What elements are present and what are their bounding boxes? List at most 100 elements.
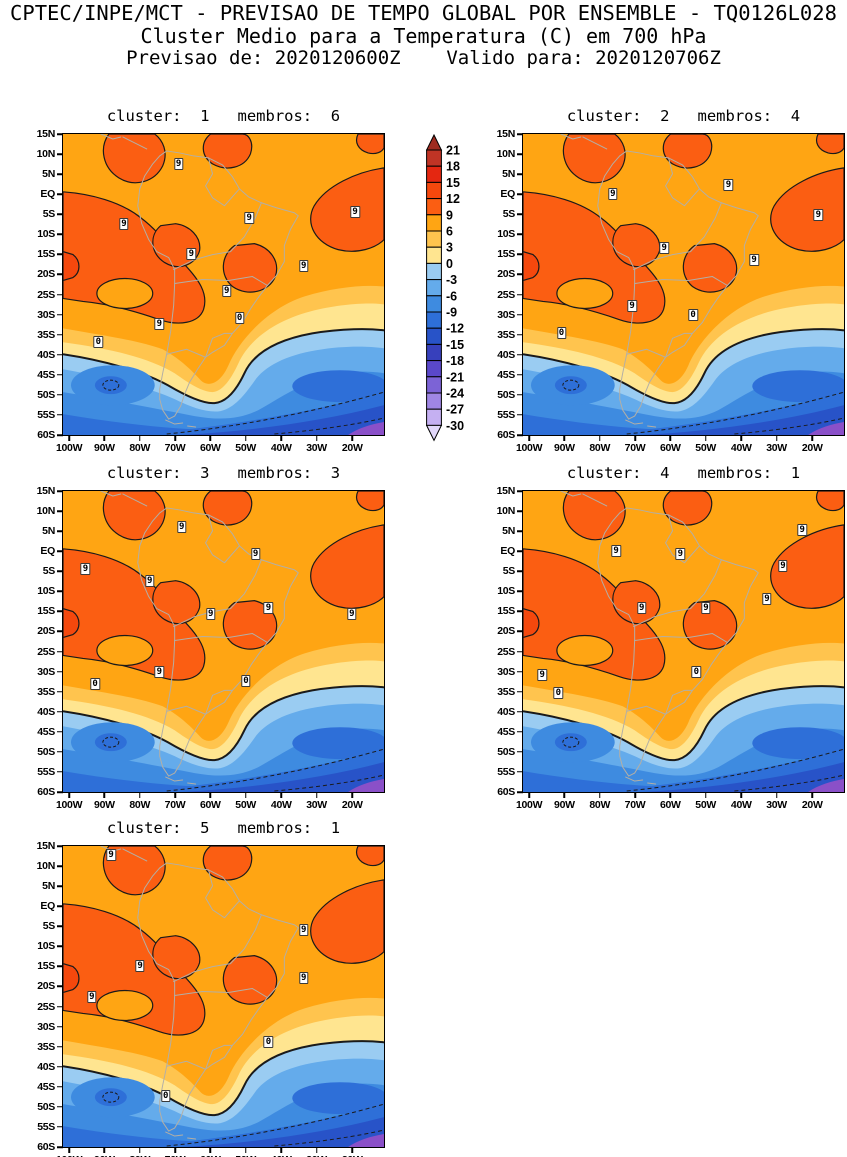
lon-tick bbox=[68, 1147, 70, 1153]
lon-tick bbox=[740, 435, 743, 441]
lat-tick-label: 20S bbox=[37, 980, 55, 993]
contour-label: 9 bbox=[221, 284, 232, 297]
lat-tick-label: 35S bbox=[37, 1040, 55, 1053]
colorbar-tick-label: -24 bbox=[446, 387, 464, 401]
lon-tick-label: 30W bbox=[766, 799, 787, 811]
lon-tick-label: 50W bbox=[695, 799, 716, 811]
lat-tick-label: 10S bbox=[497, 585, 515, 598]
lat-tick bbox=[57, 610, 63, 613]
colorbar-tick-label: 12 bbox=[446, 192, 460, 206]
lon-tick-label: 50W bbox=[235, 1154, 256, 1157]
map-cluster-3: 15N 10N 5N EQ 5S 10S 15S 20S 25S 30S 35S 40S 45S 50S 5… bbox=[37, 485, 385, 811]
lat-tick bbox=[517, 690, 523, 693]
contour-label: 9 bbox=[608, 188, 618, 201]
lon-tick bbox=[598, 435, 601, 441]
lat-tick bbox=[57, 213, 63, 216]
lon-tick bbox=[209, 792, 212, 798]
lat-tick bbox=[517, 650, 523, 653]
contour-label: 9 bbox=[154, 317, 165, 330]
lat-tick bbox=[57, 570, 63, 573]
lat-tick-label: 25S bbox=[497, 288, 515, 301]
lon-tick bbox=[740, 792, 743, 798]
lat-tick-label: 50S bbox=[37, 745, 55, 758]
lon-tick bbox=[634, 792, 636, 798]
lat-tick-label: 5S bbox=[42, 565, 56, 578]
lat-tick-label: 15S bbox=[497, 248, 515, 261]
lon-tick bbox=[598, 792, 601, 798]
lat-tick bbox=[57, 865, 63, 867]
colorbar-tick-label: -3 bbox=[446, 273, 457, 287]
contour-label: 9 bbox=[87, 990, 97, 1003]
contour-label: 9 bbox=[299, 260, 309, 273]
lon-tick-label: 30W bbox=[306, 1154, 327, 1157]
lat-tick-label: 45S bbox=[37, 368, 55, 381]
lat-tick bbox=[57, 985, 63, 988]
lon-tick-label: 70W bbox=[624, 442, 646, 454]
lat-tick bbox=[57, 173, 63, 175]
contour-label: 9 bbox=[119, 218, 129, 231]
lat-tick bbox=[57, 1126, 63, 1128]
lat-tick-label: 55S bbox=[37, 1120, 55, 1133]
contour-label: 9 bbox=[299, 924, 309, 937]
lat-tick-label: 20S bbox=[497, 625, 515, 638]
contour-label: 9 bbox=[263, 602, 274, 615]
lat-tick bbox=[57, 751, 63, 753]
lat-tick bbox=[57, 394, 63, 396]
lon-tick bbox=[138, 1147, 141, 1153]
lat-tick bbox=[517, 550, 523, 552]
lat-tick bbox=[517, 710, 523, 713]
lat-tick bbox=[517, 530, 523, 532]
lat-tick-label: 10S bbox=[37, 940, 55, 953]
colorbar-tick-label: 0 bbox=[446, 257, 453, 271]
lon-tick-label: 100W bbox=[515, 799, 543, 811]
contour-label: 9 bbox=[244, 212, 254, 225]
lon-tick bbox=[315, 435, 318, 441]
lat-tick bbox=[517, 771, 523, 773]
lat-tick-label: 40S bbox=[37, 348, 55, 361]
lat-tick bbox=[517, 510, 523, 512]
lat-tick bbox=[517, 333, 523, 336]
map-cluster-2: 15N 10N 5N EQ 5S 10S 15S 20S 25S 30S 35S 40S 45S 50S 5… bbox=[497, 128, 845, 454]
cluster-panel-1: cluster: 1 membros: 6 15N 10N 5N EQ 5S 10S 15S… bbox=[37, 105, 385, 454]
colorbar-tick-label: -6 bbox=[446, 289, 457, 303]
lat-tick bbox=[57, 353, 63, 356]
lon-tick-label: 70W bbox=[164, 799, 186, 811]
panel-title: cluster: 4 membros: 1 bbox=[566, 464, 801, 482]
lon-tick bbox=[528, 435, 530, 441]
lon-tick-label: 60W bbox=[200, 1154, 221, 1157]
lon-tick-label: 40W bbox=[730, 799, 752, 811]
contour-label: 9 bbox=[186, 248, 197, 261]
colorbar-tick-label: 9 bbox=[446, 208, 453, 222]
lat-tick bbox=[517, 630, 523, 633]
lat-tick-label: 25S bbox=[37, 288, 55, 301]
lat-tick bbox=[57, 1146, 63, 1148]
lon-tick bbox=[68, 435, 70, 441]
lat-tick bbox=[57, 414, 63, 416]
colorbar-tick-label: -30 bbox=[446, 419, 464, 433]
lat-tick bbox=[517, 590, 523, 593]
lon-tick bbox=[775, 792, 778, 798]
lon-tick bbox=[103, 1147, 106, 1153]
lat-tick bbox=[517, 313, 523, 316]
lat-tick-label: 5N bbox=[42, 525, 55, 538]
lon-tick-label: 30W bbox=[306, 799, 327, 811]
lat-tick-label: 20S bbox=[497, 268, 515, 281]
lat-tick-label: 15S bbox=[37, 960, 55, 973]
lon-tick-label: 20W bbox=[342, 1154, 363, 1157]
lat-tick-label: 15N bbox=[496, 485, 516, 497]
lat-tick-label: 10N bbox=[36, 148, 56, 161]
contour-label: 9 bbox=[537, 668, 547, 681]
lat-tick-label: 25S bbox=[497, 645, 515, 658]
lat-tick bbox=[57, 925, 63, 928]
lat-tick bbox=[57, 233, 63, 236]
lat-tick-label: 40S bbox=[497, 705, 515, 718]
lat-tick-label: 60S bbox=[497, 786, 515, 798]
lat-tick bbox=[517, 233, 523, 236]
lon-tick-label: 70W bbox=[165, 1154, 186, 1157]
colorbar-tick-label: -15 bbox=[446, 338, 464, 352]
lat-tick bbox=[57, 791, 63, 793]
colorbar-tick-label: 18 bbox=[446, 160, 460, 174]
lat-tick-label: 40S bbox=[37, 1060, 55, 1073]
lat-tick bbox=[57, 945, 63, 948]
figure-title: CPTEC/INPE/MCT - PREVISAO DE TEMPO GLOBA… bbox=[10, 1, 837, 25]
